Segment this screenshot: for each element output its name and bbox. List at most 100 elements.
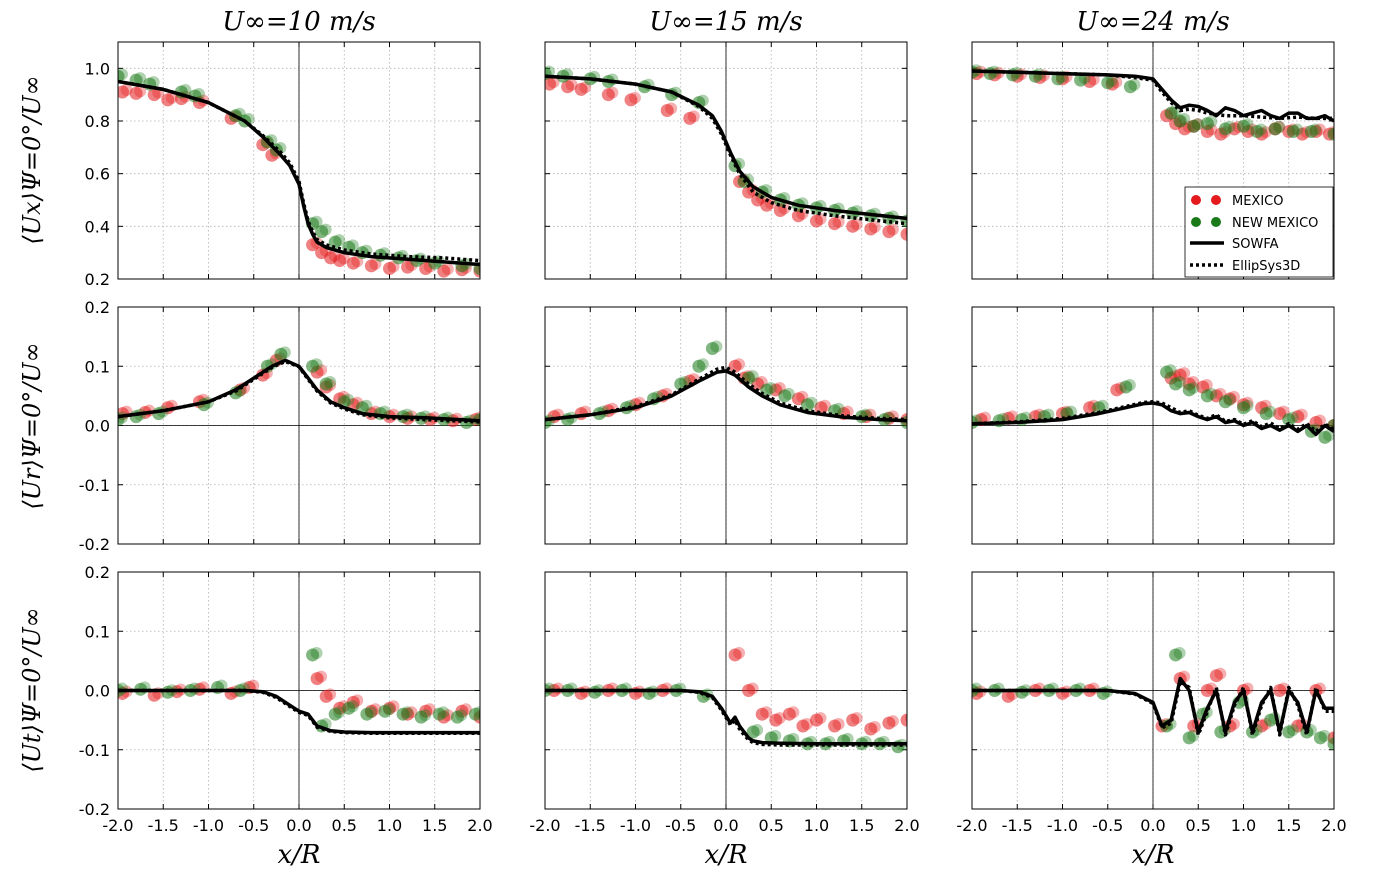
x-tick-label: -2.0 (956, 816, 987, 835)
y-tick-label: 1.0 (85, 59, 110, 78)
new-mexico-point-shade (841, 732, 854, 745)
new-mexico-point (1218, 395, 1232, 409)
mexico-point-shade (1313, 414, 1326, 427)
ellipsys3d-line (545, 74, 907, 226)
new-mexico-point-shade (1123, 378, 1136, 391)
new-mexico-point (342, 701, 356, 715)
new-mexico-point-shade (1046, 682, 1059, 695)
x-tick-label: -0.5 (1092, 816, 1123, 835)
panel-ux-10: 0.2 0.4 0.6 0.8 1.0 (85, 41, 481, 289)
mexico-point-shade (120, 84, 133, 97)
new-mexico-point-shade (437, 706, 450, 719)
new-mexico-point-shade (764, 381, 777, 394)
new-mexico-point-shade (696, 94, 709, 107)
axes-frame (544, 571, 908, 810)
series-group (972, 364, 1334, 444)
x-tick-label: 0.5 (332, 816, 357, 835)
xlabel-2: x/R (705, 840, 748, 870)
series-group (545, 646, 907, 754)
axes-frame (544, 306, 908, 545)
y-tick-label: 0.6 (85, 165, 110, 184)
new-mexico-point (1164, 106, 1178, 120)
new-mexico-point-shade (805, 396, 818, 409)
mexico-point-shade (565, 78, 578, 91)
mexico-point (782, 707, 796, 721)
panel-ut-15: -2.0 -1.5 -1.0 -0.5 0.0 0.5 1.0 1.5 2.0 (529, 571, 920, 835)
mexico-point-shade (1227, 718, 1240, 731)
new-mexico-point (1051, 72, 1065, 86)
mexico-point-shade (1295, 408, 1308, 421)
y-tick-label: 0.4 (85, 217, 110, 236)
new-mexico-point-shade (1065, 405, 1078, 418)
mexico-point-shade (1087, 73, 1100, 86)
x-tick-label: 1.5 (849, 816, 874, 835)
new-mexico-point (1200, 117, 1214, 131)
new-mexico-point (1313, 731, 1327, 745)
y-tick-label: -0.2 (79, 535, 110, 554)
mexico-point-shade (841, 405, 854, 418)
new-mexico-point-shade (1205, 387, 1218, 400)
x-tick-label: 1.0 (377, 816, 402, 835)
new-mexico-point-shade (1286, 723, 1299, 736)
mexico-point (437, 264, 451, 278)
y-tick-label: 0.0 (85, 682, 110, 701)
new-mexico-point (1327, 737, 1334, 751)
mexico-point (828, 217, 842, 231)
y-tick-label: 0.1 (85, 622, 110, 641)
mexico-point-shade (814, 213, 827, 226)
new-mexico-point (1250, 125, 1264, 139)
mexico-point-shade (315, 670, 328, 683)
ellipsys3d-line (972, 679, 1334, 737)
mexico-point-shade (351, 694, 364, 707)
mexico-point (624, 93, 638, 107)
mexico-point (864, 722, 878, 736)
x-tick-label: 2.0 (1321, 816, 1346, 835)
new-mexico-point (1286, 125, 1300, 139)
column-title-1: U∞=10 m/s (222, 7, 375, 37)
new-mexico-point (468, 707, 480, 721)
mexico-point-shade (628, 91, 641, 104)
mexico-point (900, 713, 907, 727)
new-mexico-point-shade (134, 72, 147, 85)
new-mexico-point-shade (1096, 399, 1109, 412)
new-mexico-point (800, 398, 814, 412)
new-mexico-point (319, 377, 333, 391)
y-tick-label: 0.8 (85, 112, 110, 131)
legend-new-mexico-dot-2 (1211, 217, 1221, 227)
mexico-point (864, 222, 878, 236)
x-tick-label: 1.0 (804, 816, 829, 835)
new-mexico-point (1264, 713, 1278, 727)
mexico-point-shade (814, 712, 827, 725)
new-mexico-point (414, 710, 428, 724)
new-mexico-point-shade (310, 358, 323, 371)
mexico-point-shade (547, 76, 560, 89)
y-tick-label: 0.1 (85, 357, 110, 376)
new-mexico-point-shade (401, 706, 414, 719)
xlabel-3: x/R (1132, 840, 1175, 870)
x-tick-label: 1.5 (1276, 816, 1301, 835)
new-mexico-point-shade (1322, 429, 1334, 442)
panel-ux-15 (544, 41, 908, 280)
sowfa-line (972, 69, 1334, 123)
new-mexico-point-shade (746, 370, 759, 383)
legend-mexico-dot-1 (1191, 195, 1201, 205)
mexico-point-shade (760, 706, 773, 719)
new-mexico-point (360, 707, 374, 721)
mexico-point (561, 80, 575, 94)
panel-ur-15 (544, 306, 908, 545)
row-label-ur: ⟨Ur⟩Ψ=0°/U∞ (18, 342, 46, 509)
new-mexico-point-shade (1128, 78, 1141, 91)
new-mexico-point (692, 359, 706, 373)
xlabel-1: x/R (278, 840, 321, 870)
new-mexico-point-shade (678, 376, 691, 389)
new-mexico-point (1092, 401, 1106, 415)
new-mexico-point-shade (1286, 411, 1299, 424)
new-mexico-point (1074, 73, 1088, 87)
legend-new-mexico-dot-1 (1191, 217, 1201, 227)
mexico-point-shade (1200, 378, 1213, 391)
new-mexico-point-shade (188, 682, 201, 695)
x-tick-label: 2.0 (467, 816, 492, 835)
axes-frame (117, 41, 481, 280)
legend-frame (1184, 186, 1334, 278)
mexico-point-shade (850, 218, 863, 231)
